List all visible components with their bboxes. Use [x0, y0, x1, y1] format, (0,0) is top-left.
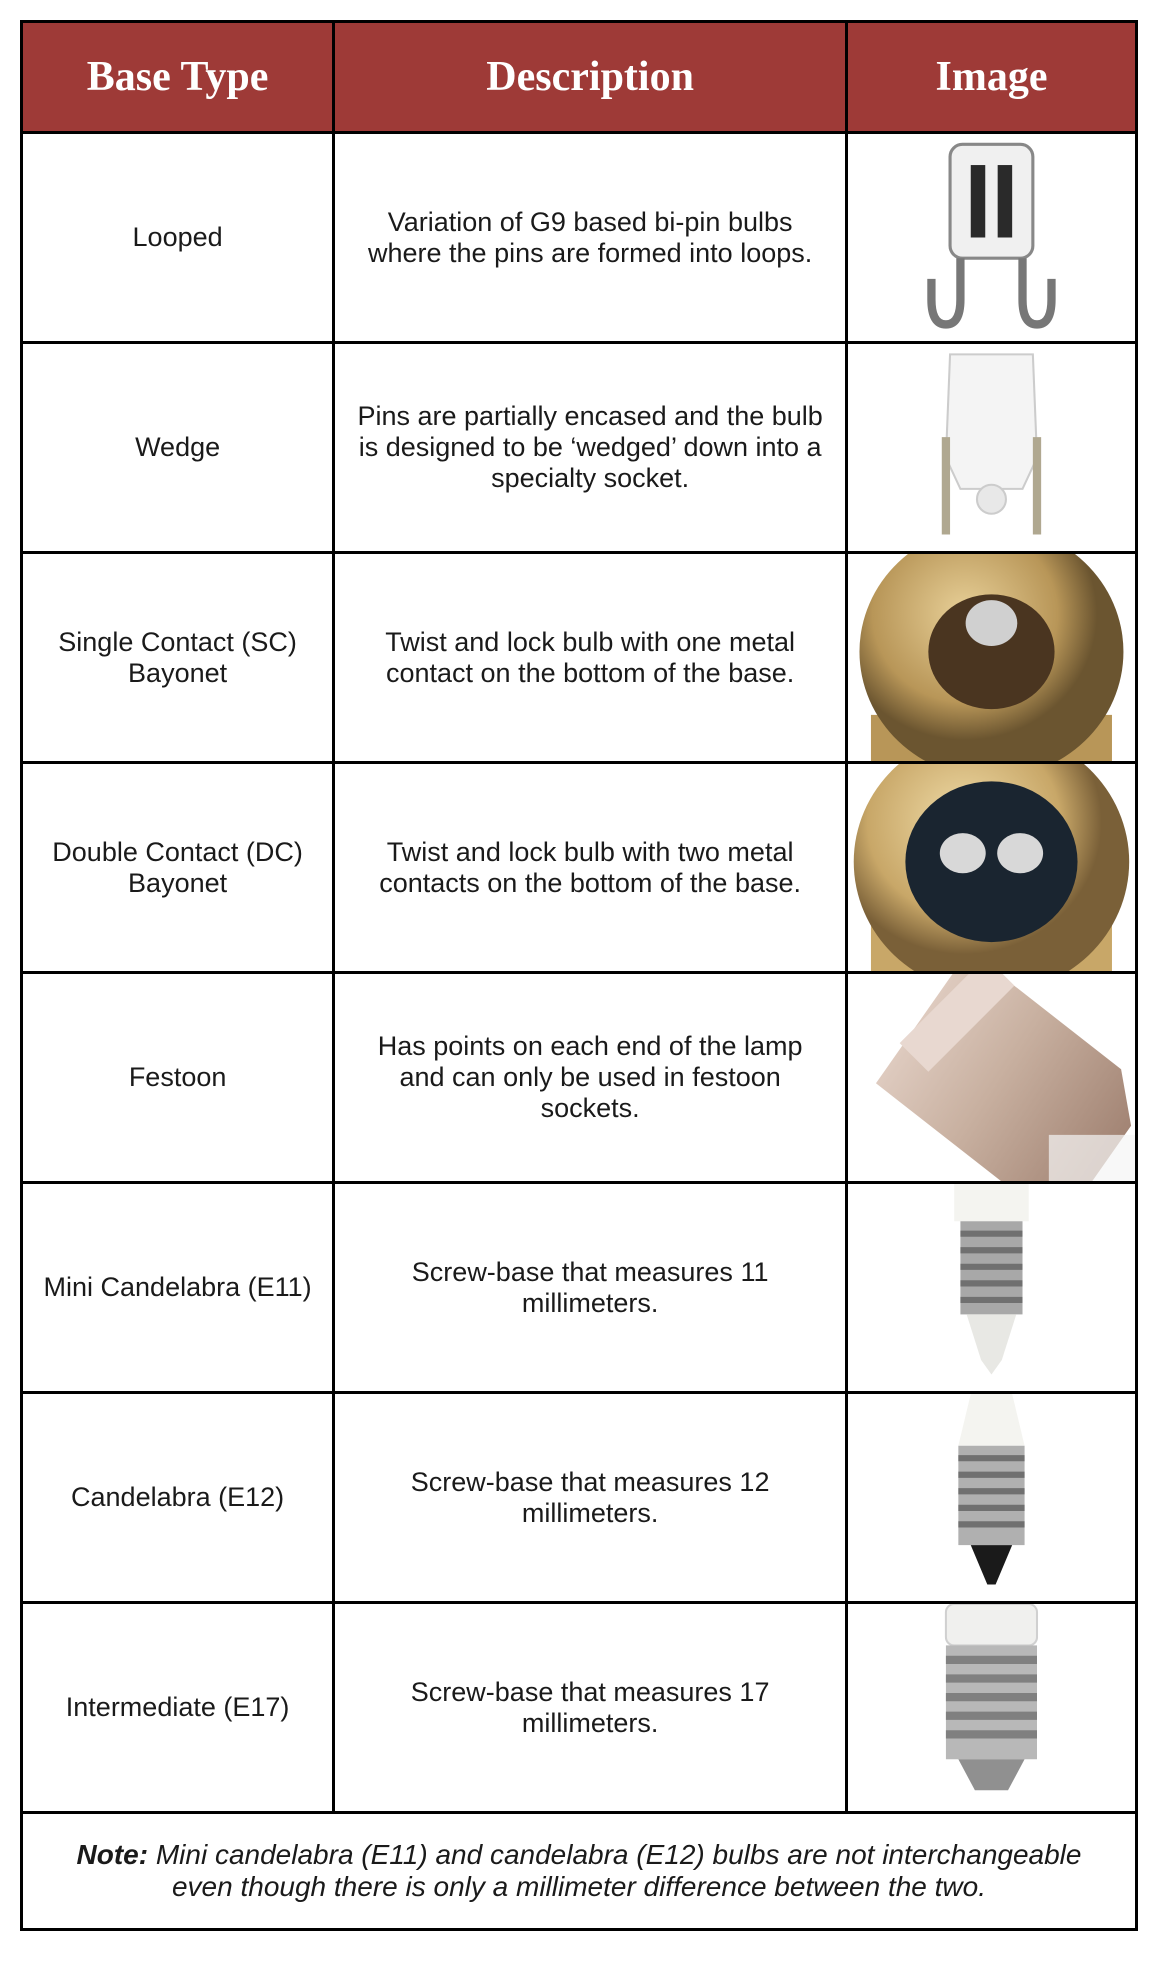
cell-base-type: Intermediate (E17) — [22, 1603, 334, 1813]
cell-base-type: Looped — [22, 133, 334, 343]
table-row: Festoon Has points on each end of the la… — [22, 973, 1137, 1183]
e17-bulb-icon — [848, 1604, 1135, 1811]
table-row: Wedge Pins are partially encased and the… — [22, 343, 1137, 553]
dc-bayonet-bulb-icon — [848, 764, 1135, 971]
cell-base-type: Wedge — [22, 343, 334, 553]
cell-image — [847, 343, 1137, 553]
table-row: Double Contact (DC) Bayonet Twist and lo… — [22, 763, 1137, 973]
sc-bayonet-bulb-icon — [848, 554, 1135, 761]
cell-image — [847, 133, 1137, 343]
festoon-bulb-icon — [848, 974, 1135, 1181]
looped-bulb-icon — [848, 134, 1135, 341]
table-row: Candelabra (E12) Screw-base that measure… — [22, 1393, 1137, 1603]
table-header-row: Base Type Description Image — [22, 22, 1137, 133]
cell-image — [847, 973, 1137, 1183]
table-row: Intermediate (E17) Screw-base that measu… — [22, 1603, 1137, 1813]
cell-base-type: Double Contact (DC) Bayonet — [22, 763, 334, 973]
cell-description: Twist and lock bulb with one metal conta… — [334, 553, 847, 763]
cell-image — [847, 553, 1137, 763]
wedge-bulb-icon — [848, 344, 1135, 551]
table-row: Single Contact (SC) Bayonet Twist and lo… — [22, 553, 1137, 763]
cell-base-type: Festoon — [22, 973, 334, 1183]
cell-description: Screw-base that measures 11 millimeters. — [334, 1183, 847, 1393]
cell-image — [847, 763, 1137, 973]
table-note-row: Note: Mini candelabra (E11) and candelab… — [22, 1813, 1137, 1930]
col-header-base-type: Base Type — [22, 22, 334, 133]
bulb-base-table: Base Type Description Image Looped Varia… — [20, 20, 1138, 1931]
cell-description: Variation of G9 based bi-pin bulbs where… — [334, 133, 847, 343]
cell-image — [847, 1183, 1137, 1393]
cell-base-type: Mini Candelabra (E11) — [22, 1183, 334, 1393]
cell-base-type: Candelabra (E12) — [22, 1393, 334, 1603]
cell-image — [847, 1393, 1137, 1603]
col-header-description: Description — [334, 22, 847, 133]
cell-base-type: Single Contact (SC) Bayonet — [22, 553, 334, 763]
cell-description: Screw-base that measures 17 millimeters. — [334, 1603, 847, 1813]
cell-description: Screw-base that measures 12 millimeters. — [334, 1393, 847, 1603]
table-row: Mini Candelabra (E11) Screw-base that me… — [22, 1183, 1137, 1393]
cell-description: Has points on each end of the lamp and c… — [334, 973, 847, 1183]
note-label: Note: — [77, 1839, 149, 1870]
e11-bulb-icon — [848, 1184, 1135, 1391]
note-text: Mini candelabra (E11) and candelabra (E1… — [148, 1839, 1081, 1902]
e12-bulb-icon — [848, 1394, 1135, 1601]
cell-image — [847, 1603, 1137, 1813]
cell-description: Pins are partially encased and the bulb … — [334, 343, 847, 553]
col-header-image: Image — [847, 22, 1137, 133]
table-row: Looped Variation of G9 based bi-pin bulb… — [22, 133, 1137, 343]
cell-description: Twist and lock bulb with two metal conta… — [334, 763, 847, 973]
cell-note: Note: Mini candelabra (E11) and candelab… — [22, 1813, 1137, 1930]
